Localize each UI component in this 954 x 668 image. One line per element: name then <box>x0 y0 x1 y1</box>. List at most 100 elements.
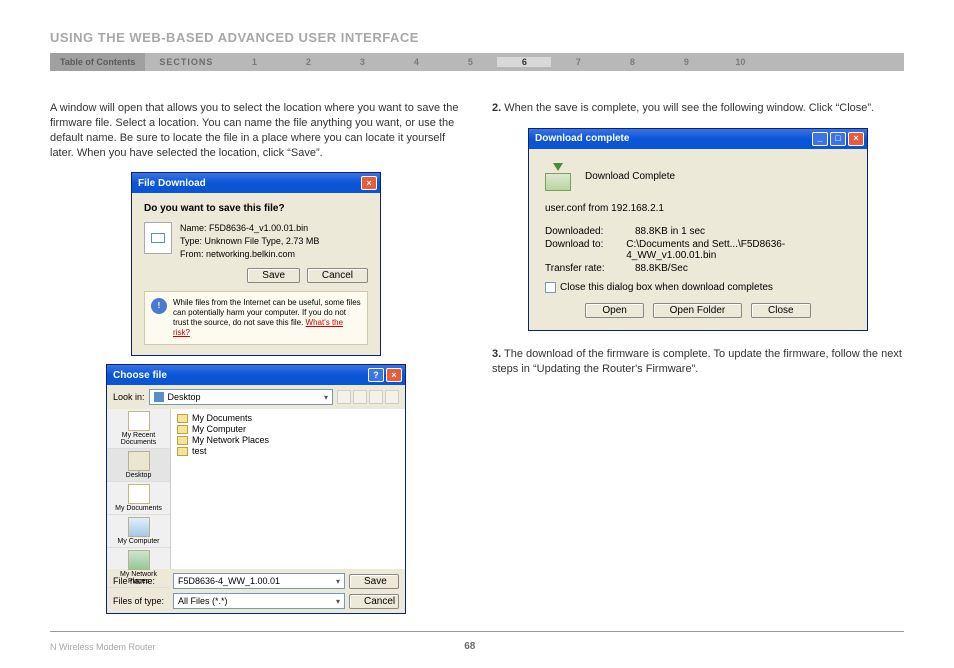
filetype-dropdown[interactable]: All Files (*.*)▾ <box>173 593 345 609</box>
right-column: 2. When the save is complete, you will s… <box>492 101 904 614</box>
nav-section-6[interactable]: 6 <box>497 57 551 67</box>
cancel-button[interactable]: Cancel <box>349 594 399 609</box>
download-complete-header: Download Complete <box>585 171 675 182</box>
close-when-done-checkbox[interactable] <box>545 282 556 293</box>
nav-sections-label: SECTIONS <box>145 57 227 67</box>
desktop-icon <box>128 451 150 471</box>
footer-product-name: N Wireless Modem Router <box>50 642 156 652</box>
choose-file-title: Choose file <box>113 370 368 381</box>
filename-label: File name: <box>113 576 169 586</box>
help-icon[interactable]: ? <box>368 368 384 382</box>
file-name: My Network Places <box>192 435 269 445</box>
close-icon[interactable]: × <box>386 368 402 382</box>
page-number: 68 <box>464 641 475 652</box>
nav-section-2[interactable]: 2 <box>281 57 335 67</box>
fd-name-value: F5D8636-4_v1.00.01.bin <box>209 223 308 233</box>
lookin-label: Look in: <box>113 392 145 402</box>
maximize-icon[interactable]: □ <box>830 132 846 146</box>
chevron-down-icon: ▾ <box>324 393 328 402</box>
close-icon[interactable]: × <box>361 176 377 190</box>
file-list[interactable]: My Documents My Computer My Network Plac… <box>171 409 405 569</box>
close-button[interactable]: Close <box>751 303 811 318</box>
cancel-button[interactable]: Cancel <box>307 268 368 283</box>
filetype-label: Files of type: <box>113 596 169 606</box>
chevron-down-icon: ▾ <box>336 577 340 586</box>
shield-icon: ! <box>151 298 167 314</box>
nav-section-1[interactable]: 1 <box>227 57 281 67</box>
list-item[interactable]: My Computer <box>177 424 399 434</box>
newfolder-icon[interactable] <box>369 390 383 404</box>
nav-section-7[interactable]: 7 <box>551 57 605 67</box>
step-3: 3. The download of the firmware is compl… <box>492 347 904 377</box>
nav-section-9[interactable]: 9 <box>659 57 713 67</box>
filetype-value: All Files (*.*) <box>178 596 228 606</box>
save-button[interactable]: Save <box>247 268 300 283</box>
file-download-question: Do you want to save this file? <box>144 203 368 214</box>
nav-toc[interactable]: Table of Contents <box>50 53 145 71</box>
fd-type-label: Type: <box>180 236 202 246</box>
nav-section-5[interactable]: 5 <box>443 57 497 67</box>
close-icon[interactable]: × <box>848 132 864 146</box>
open-button[interactable]: Open <box>585 303 643 318</box>
download-icon <box>545 163 575 191</box>
file-name: My Computer <box>192 424 246 434</box>
place-recent[interactable]: My Recent Documents <box>107 409 170 449</box>
downloadto-label: Download to: <box>545 239 626 261</box>
filename-input[interactable]: F5D8636-4_WW_1.00.01 ▾ <box>173 573 345 589</box>
place-mydocs-label: My Documents <box>115 505 162 512</box>
page-footer: N Wireless Modem Router 68 <box>50 641 904 652</box>
rate-label: Transfer rate: <box>545 263 635 274</box>
page-title: USING THE WEB-BASED ADVANCED USER INTERF… <box>50 30 904 45</box>
place-desktop-label: Desktop <box>126 472 152 479</box>
place-mycomputer[interactable]: My Computer <box>107 515 170 548</box>
close-when-done-label: Close this dialog box when download comp… <box>560 282 773 293</box>
folder-icon <box>177 436 188 445</box>
place-mycomputer-label: My Computer <box>117 538 159 545</box>
rate-value: 88.8KB/Sec <box>635 263 688 274</box>
file-type-icon <box>144 222 172 254</box>
recent-icon <box>128 411 150 431</box>
place-desktop[interactable]: Desktop <box>107 449 170 482</box>
left-column: A window will open that allows you to se… <box>50 101 462 614</box>
nav-section-3[interactable]: 3 <box>335 57 389 67</box>
file-name: My Documents <box>192 413 252 423</box>
download-file-line: user.conf from 192.168.2.1 <box>545 203 851 214</box>
fd-from-label: From: <box>180 249 204 259</box>
nav-section-8[interactable]: 8 <box>605 57 659 67</box>
up-icon[interactable] <box>353 390 367 404</box>
download-complete-dialog: Download complete _ □ × Download Complet… <box>528 128 868 331</box>
save-button[interactable]: Save <box>349 574 399 589</box>
desktop-icon <box>154 392 164 402</box>
fd-name-label: Name: <box>180 223 207 233</box>
network-icon <box>128 550 150 570</box>
views-icon[interactable] <box>385 390 399 404</box>
place-mydocs[interactable]: My Documents <box>107 482 170 515</box>
open-folder-button[interactable]: Open Folder <box>653 303 743 318</box>
step-3-text: The download of the firmware is complete… <box>492 348 902 375</box>
section-nav: Table of Contents SECTIONS 1 2 3 4 5 6 7… <box>50 53 904 71</box>
choose-file-dialog: Choose file ? × Look in: Desktop ▾ <box>106 364 406 614</box>
list-item[interactable]: My Documents <box>177 413 399 423</box>
intro-paragraph: A window will open that allows you to se… <box>50 101 462 160</box>
nav-section-10[interactable]: 10 <box>713 57 767 67</box>
computer-icon <box>128 517 150 537</box>
fd-from-value: networking.belkin.com <box>206 249 295 259</box>
places-bar: My Recent Documents Desktop My Documents… <box>107 409 171 569</box>
nav-section-4[interactable]: 4 <box>389 57 443 67</box>
place-recent-label: My Recent Documents <box>109 432 168 446</box>
step-2-number: 2. <box>492 102 501 114</box>
lookin-value: Desktop <box>168 392 201 402</box>
list-item[interactable]: My Network Places <box>177 435 399 445</box>
folder-icon <box>128 484 150 504</box>
downloaded-label: Downloaded: <box>545 226 635 237</box>
fd-type-value: Unknown File Type, 2.73 MB <box>205 236 320 246</box>
lookin-dropdown[interactable]: Desktop ▾ <box>149 389 333 405</box>
minimize-icon[interactable]: _ <box>812 132 828 146</box>
list-item[interactable]: test <box>177 446 399 456</box>
downloadto-value: C:\Documents and Sett...\F5D8636-4_WW_v1… <box>626 239 851 261</box>
filename-value: F5D8636-4_WW_1.00.01 <box>178 576 280 586</box>
step-3-number: 3. <box>492 348 501 360</box>
file-download-info: Name: F5D8636-4_v1.00.01.bin Type: Unkno… <box>180 222 319 260</box>
back-icon[interactable] <box>337 390 351 404</box>
step-2: 2. When the save is complete, you will s… <box>492 101 904 116</box>
